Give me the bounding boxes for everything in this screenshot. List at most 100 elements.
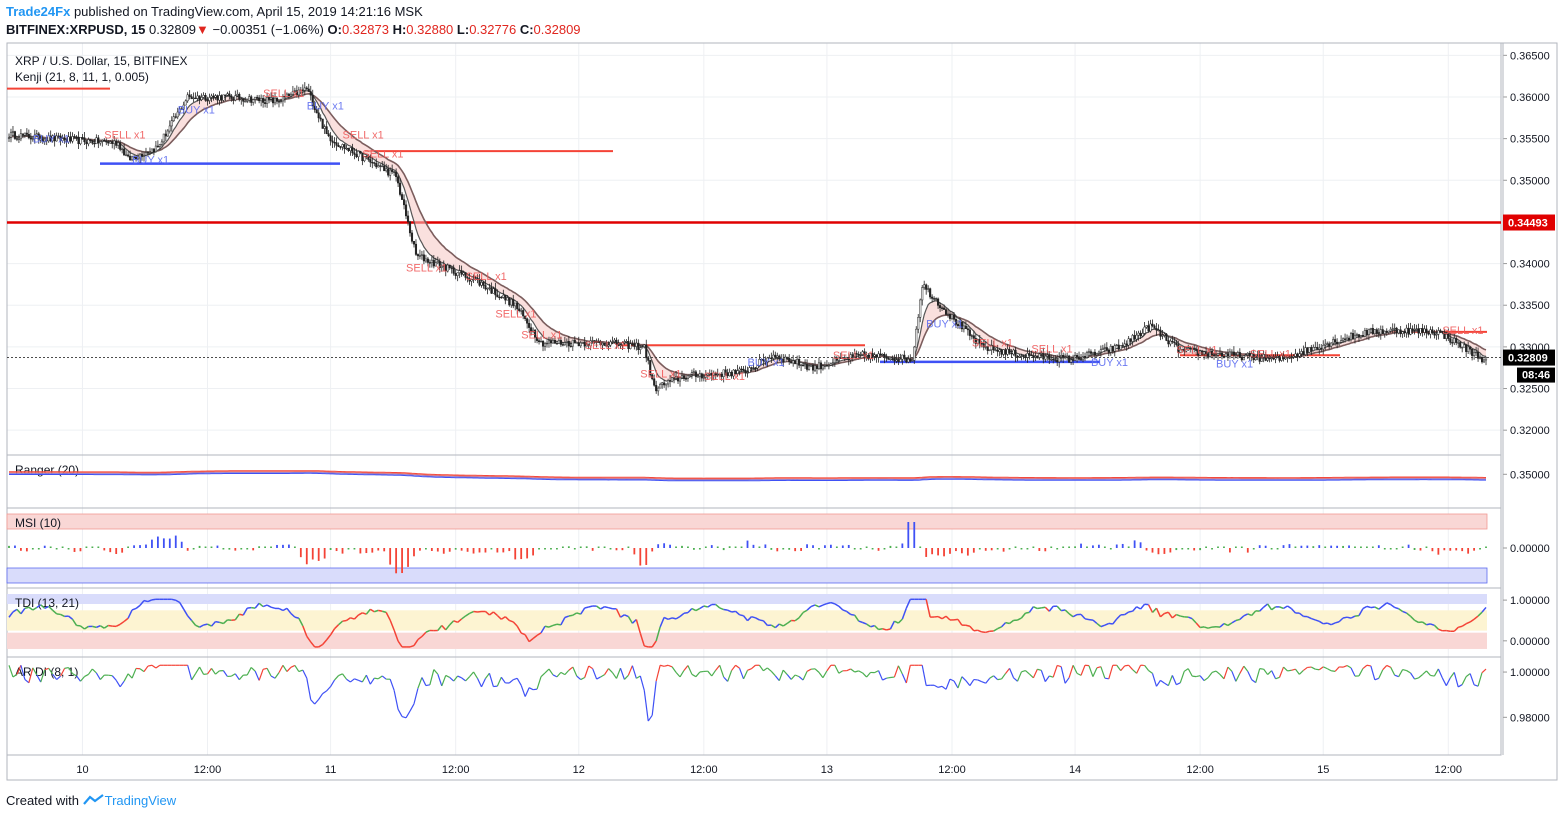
candle[interactable]: [11, 126, 15, 135]
candle[interactable]: [881, 353, 884, 356]
candle[interactable]: [17, 134, 20, 143]
candle[interactable]: [950, 312, 954, 321]
candle[interactable]: [1413, 324, 1416, 335]
candle[interactable]: [1193, 345, 1196, 353]
candle[interactable]: [931, 294, 934, 303]
candle[interactable]: [170, 116, 173, 132]
candle[interactable]: [404, 200, 408, 220]
candle[interactable]: [383, 161, 386, 172]
candle[interactable]: [1187, 344, 1190, 351]
candle[interactable]: [1169, 338, 1172, 347]
candle[interactable]: [502, 289, 505, 299]
candle[interactable]: [144, 147, 148, 159]
candle[interactable]: [1318, 343, 1321, 355]
candle[interactable]: [1254, 355, 1257, 361]
candle[interactable]: [980, 340, 983, 348]
candle[interactable]: [482, 280, 485, 289]
candle[interactable]: [1175, 339, 1178, 347]
candle[interactable]: [37, 131, 40, 144]
candle[interactable]: [510, 298, 513, 308]
candle[interactable]: [1099, 345, 1102, 357]
candle[interactable]: [9, 128, 13, 143]
candle[interactable]: [1177, 340, 1180, 358]
candle[interactable]: [1393, 323, 1396, 335]
candle[interactable]: [917, 314, 920, 334]
candle[interactable]: [859, 351, 862, 357]
candle[interactable]: [438, 258, 441, 273]
candle[interactable]: [1389, 326, 1392, 334]
candle[interactable]: [1105, 342, 1108, 352]
candle[interactable]: [1008, 345, 1011, 355]
candle[interactable]: [1349, 331, 1353, 342]
candle[interactable]: [202, 92, 205, 99]
candle[interactable]: [61, 134, 64, 143]
candle[interactable]: [504, 294, 507, 305]
candle[interactable]: [131, 155, 134, 162]
candle[interactable]: [129, 150, 132, 161]
candle[interactable]: [873, 352, 876, 361]
candle[interactable]: [1030, 350, 1033, 357]
candle[interactable]: [410, 230, 414, 244]
candle[interactable]: [1330, 342, 1333, 349]
candle[interactable]: [63, 134, 66, 144]
candle[interactable]: [182, 101, 185, 114]
candle[interactable]: [1344, 333, 1347, 343]
candle[interactable]: [571, 339, 574, 352]
candle[interactable]: [313, 100, 316, 113]
candle[interactable]: [992, 340, 995, 354]
candle[interactable]: [1467, 341, 1470, 354]
candle[interactable]: [929, 287, 932, 300]
candle[interactable]: [833, 355, 836, 367]
candle[interactable]: [704, 370, 707, 382]
candle[interactable]: [782, 354, 785, 367]
candle[interactable]: [379, 163, 382, 172]
candle[interactable]: [361, 152, 364, 166]
candle[interactable]: [428, 259, 431, 268]
candle[interactable]: [1024, 353, 1027, 361]
candle[interactable]: [369, 154, 372, 168]
candle[interactable]: [500, 295, 503, 299]
candle[interactable]: [232, 96, 235, 105]
candle[interactable]: [972, 330, 975, 344]
candle[interactable]: [1226, 349, 1229, 362]
candle[interactable]: [138, 153, 142, 164]
candle[interactable]: [397, 174, 400, 187]
candle[interactable]: [897, 354, 900, 366]
candle[interactable]: [627, 336, 630, 353]
candle[interactable]: [1387, 330, 1390, 335]
candle[interactable]: [166, 129, 169, 137]
candle[interactable]: [853, 348, 856, 359]
candle[interactable]: [315, 105, 318, 114]
candle[interactable]: [15, 135, 18, 142]
candle[interactable]: [1185, 347, 1188, 353]
candle[interactable]: [1014, 346, 1017, 362]
candle[interactable]: [212, 93, 215, 101]
candle[interactable]: [827, 362, 830, 370]
candle[interactable]: [39, 134, 42, 144]
candle[interactable]: [1230, 349, 1233, 357]
candle[interactable]: [1020, 353, 1023, 361]
candle[interactable]: [1266, 354, 1269, 362]
candle[interactable]: [1165, 332, 1168, 342]
candle[interactable]: [756, 364, 759, 371]
candle[interactable]: [671, 376, 674, 383]
candle[interactable]: [772, 350, 775, 361]
candle[interactable]: [1205, 346, 1208, 359]
candle[interactable]: [522, 307, 525, 320]
candle[interactable]: [1377, 328, 1380, 338]
candle[interactable]: [331, 135, 334, 149]
candle[interactable]: [734, 369, 737, 374]
candle[interactable]: [784, 354, 787, 363]
candle[interactable]: [966, 326, 969, 336]
candle[interactable]: [1359, 334, 1362, 339]
candle[interactable]: [472, 274, 475, 284]
candle[interactable]: [1155, 322, 1158, 336]
candle[interactable]: [293, 87, 296, 94]
candle[interactable]: [216, 94, 219, 105]
candle[interactable]: [1072, 354, 1075, 366]
candle[interactable]: [625, 339, 628, 343]
candle[interactable]: [1137, 330, 1140, 341]
candle[interactable]: [978, 334, 981, 349]
candle[interactable]: [460, 265, 463, 277]
candle[interactable]: [1369, 327, 1372, 333]
